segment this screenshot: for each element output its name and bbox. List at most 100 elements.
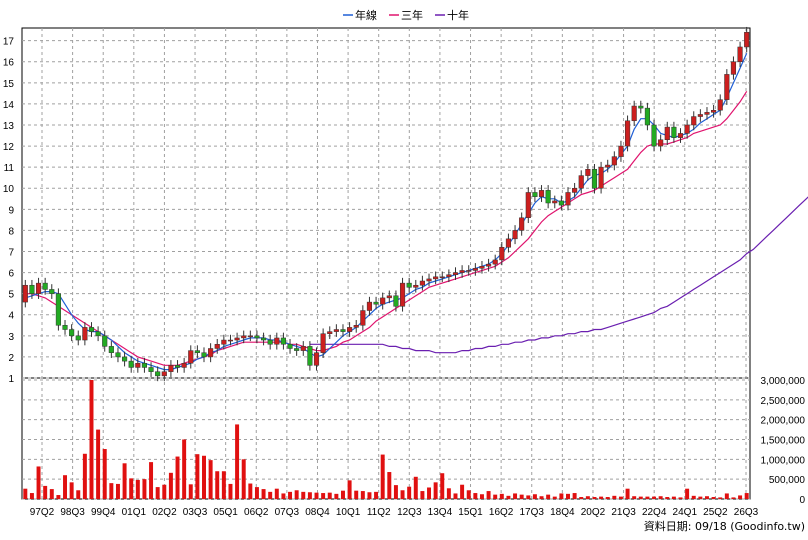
candle-body	[598, 166, 604, 189]
volume-bars-group	[23, 380, 749, 499]
volume-bar	[691, 495, 696, 499]
candle-body	[677, 133, 684, 138]
ten-year-line	[309, 196, 808, 354]
x-tick-label: 22Q4	[642, 507, 667, 518]
candle-body	[35, 282, 42, 294]
x-tick-label: 26Q3	[734, 507, 759, 518]
candle-body	[234, 337, 240, 341]
candle-body	[618, 145, 624, 157]
volume-bar	[135, 479, 140, 499]
volume-bar	[585, 496, 590, 499]
volume-bar	[407, 486, 412, 499]
volume-bar	[109, 483, 114, 499]
price-tick-label: 9	[8, 205, 14, 216]
candle-body	[75, 335, 81, 341]
candle-body	[82, 327, 88, 341]
volume-bar	[552, 496, 557, 499]
volume-bar	[506, 495, 511, 499]
price-tick-label: 13	[3, 121, 15, 132]
volume-bar	[162, 484, 167, 499]
volume-bar	[248, 483, 253, 499]
volume-tick-label: 2,000,000	[761, 416, 806, 427]
price-tick-label: 11	[4, 163, 15, 174]
candle-body	[472, 268, 478, 271]
candle-body	[327, 331, 333, 334]
volume-bar	[149, 462, 154, 499]
volume-bar	[82, 453, 87, 499]
x-tick-label: 20Q2	[581, 507, 606, 518]
candle-body	[62, 325, 68, 330]
volume-bar	[625, 488, 630, 499]
candle-body	[459, 270, 465, 273]
volume-bar	[23, 488, 28, 499]
x-tick-label: 12Q3	[397, 507, 422, 518]
volume-bar	[56, 495, 61, 499]
x-tick-label: 05Q1	[213, 507, 238, 518]
volume-bar	[334, 493, 339, 499]
price-tick-label: 17	[3, 37, 15, 48]
x-tick-label: 17Q3	[520, 507, 545, 518]
volume-bar	[254, 487, 259, 499]
candle-body	[651, 124, 657, 147]
volume-bar	[314, 492, 319, 499]
x-tick-label: 15Q1	[458, 507, 483, 518]
candle-body	[578, 175, 584, 189]
candle-body	[360, 310, 366, 326]
volume-bar	[612, 495, 617, 499]
candle-body	[711, 109, 717, 113]
volume-bar	[413, 476, 418, 499]
volume-bar	[301, 491, 306, 499]
x-tick-label: 99Q4	[91, 507, 116, 518]
volume-bar	[440, 473, 445, 499]
volume-bar	[175, 456, 180, 499]
candle-body	[122, 356, 128, 362]
candle-body	[737, 46, 743, 62]
candle-body	[168, 365, 174, 372]
volume-bar	[420, 491, 425, 499]
volume-bar	[466, 490, 471, 499]
price-tick-label: 16	[3, 58, 15, 69]
candle-body	[499, 247, 505, 261]
candle-body	[399, 282, 406, 307]
candles-group	[22, 26, 750, 382]
candle-body	[340, 329, 346, 332]
volume-bar	[122, 463, 127, 499]
volume-tick-label: 500,000	[769, 475, 806, 486]
volume-bar	[566, 493, 570, 499]
candle-body	[280, 337, 286, 345]
volume-bar	[513, 493, 518, 499]
candle-body	[446, 274, 452, 278]
candle-body	[717, 99, 723, 111]
three-year-line-group	[25, 90, 748, 366]
volume-bar	[731, 497, 736, 499]
candle-body	[558, 200, 564, 206]
candle-body	[22, 284, 28, 303]
candle-body	[624, 120, 631, 147]
volume-bar	[354, 490, 359, 499]
candle-body	[492, 259, 498, 265]
candle-body	[141, 362, 148, 368]
candle-body	[128, 360, 134, 368]
volume-bar	[493, 494, 498, 499]
x-tick-label: 97Q2	[30, 507, 55, 518]
candle-body	[88, 327, 95, 332]
candle-body	[254, 335, 260, 339]
candle-body	[724, 74, 730, 100]
candle-body	[572, 187, 578, 193]
candle-body	[452, 272, 459, 275]
price-tick-label: 4	[8, 311, 14, 322]
volume-bar	[49, 489, 54, 499]
volume-bar	[69, 482, 74, 499]
candle-body	[227, 339, 234, 342]
volume-bar	[261, 489, 266, 499]
candle-body	[638, 105, 644, 109]
x-axis: 97Q2 98Q3 99Q4 01Q1 02Q2 03Q3 05Q1 06Q2 07Q3 08Q4…	[30, 507, 759, 518]
candle-body	[505, 238, 512, 248]
volume-bar	[195, 454, 200, 499]
candle-body	[433, 276, 439, 280]
legend-label: 年線	[355, 8, 377, 22]
volume-bar	[76, 490, 81, 499]
candle-body	[419, 280, 425, 286]
candle-body	[347, 327, 353, 332]
volume-bar	[182, 439, 187, 499]
